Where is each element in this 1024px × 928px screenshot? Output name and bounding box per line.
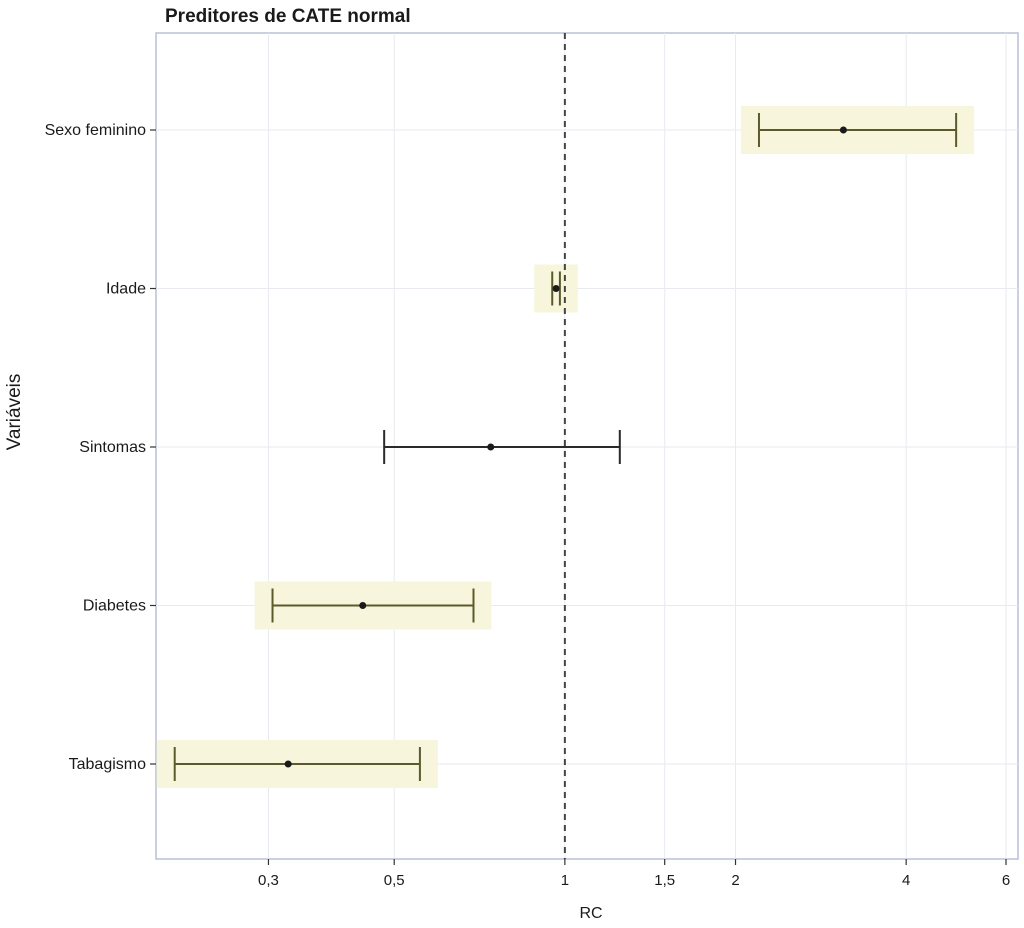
x-ticks: 0,3 0,5 1 1,5 2 4 6 <box>258 859 1010 889</box>
category-labels: Sexo feminino Idade Sintomas Diabetes Tabagi… <box>45 122 156 773</box>
odds-ratio-point <box>487 443 495 451</box>
x-tick-label: 1,5 <box>654 872 675 889</box>
odds-ratio-point <box>284 760 292 768</box>
x-tick-label: 0,5 <box>384 872 405 889</box>
y-axis-title: Variáveis <box>4 374 25 451</box>
category-label: Idade <box>106 281 146 298</box>
category-label: Sintomas <box>79 439 146 456</box>
category-label: Tabagismo <box>69 756 146 773</box>
ci-bars <box>173 113 958 781</box>
category-label: Diabetes <box>83 598 146 615</box>
x-tick-label: 2 <box>731 872 739 889</box>
x-tick-label: 0,3 <box>258 872 279 889</box>
x-tick-label: 6 <box>1002 872 1010 889</box>
x-axis-title: RC <box>579 905 602 922</box>
odds-ratio-point <box>839 126 847 134</box>
category-label: Sexo feminino <box>45 122 146 139</box>
odds-ratio-point <box>552 285 560 292</box>
chart-title: Preditores de CATE normal <box>165 6 411 27</box>
x-tick-label: 4 <box>902 872 910 889</box>
x-tick-label: 1 <box>561 872 569 889</box>
odds-ratio-point <box>359 602 367 609</box>
